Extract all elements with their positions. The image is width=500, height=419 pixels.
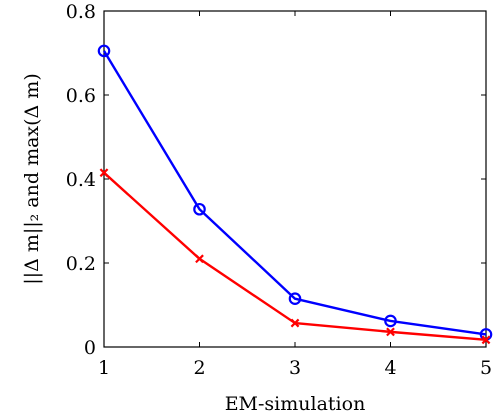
y-tick-label: 0	[84, 337, 96, 359]
series-layer	[97, 44, 493, 345]
y-axis-label: ||Δ m||₂ and max(Δ m)	[21, 73, 43, 284]
series-2-point	[481, 335, 491, 345]
series-1-point	[97, 44, 111, 58]
series-1-point	[288, 292, 302, 305]
cross-marker-stroke	[481, 335, 491, 345]
y-tick-label: 0.8	[66, 1, 96, 23]
cross-marker-stroke	[386, 327, 395, 337]
series-2	[99, 168, 491, 345]
cross-marker-stroke	[99, 168, 109, 178]
x-tick-label: 2	[193, 357, 205, 379]
x-axis-label: EM-simulation	[225, 393, 366, 415]
tick-labels: 1 2 3 4 5 0 0.2 0.4 0.6 0.8	[66, 1, 492, 379]
series-1-line	[102, 50, 487, 336]
x-tick-label: 4	[384, 357, 396, 379]
x-tick-label: 3	[289, 357, 301, 379]
series-2-point	[290, 318, 300, 328]
x-tick-label: 5	[480, 357, 492, 379]
series-2-point	[386, 327, 395, 337]
y-tick-label: 0.2	[66, 253, 96, 275]
cross-marker-stroke	[195, 254, 204, 264]
cross-marker-stroke	[290, 318, 300, 328]
series-1	[97, 44, 493, 341]
series-2-point	[99, 168, 109, 178]
x-tick-label: 1	[98, 357, 110, 379]
series-2-point	[195, 254, 204, 264]
y-tick-label: 0.6	[66, 85, 96, 107]
series-2-line	[103, 171, 487, 342]
tick-marks	[103, 10, 487, 348]
plot-area-frame	[103, 10, 487, 348]
y-tick-label: 0.4	[66, 169, 96, 191]
series-1-point	[193, 202, 206, 216]
series-1-point	[384, 314, 397, 328]
